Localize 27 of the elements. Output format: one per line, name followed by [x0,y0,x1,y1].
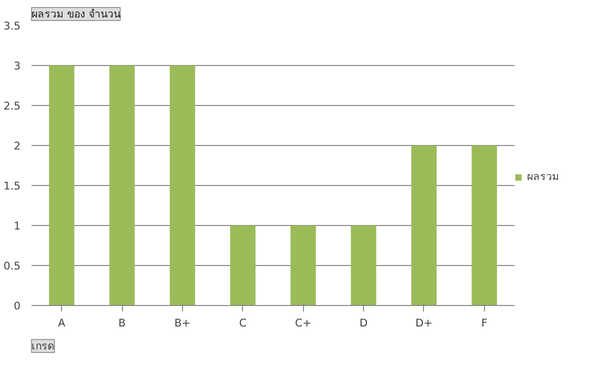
bar [350,226,376,306]
y-tick-label: 3.5 [4,20,21,32]
x-tick-label: B [118,316,126,330]
y-tick-label: 2.5 [4,100,21,112]
x-tick-label: C+ [295,316,312,330]
y-tick-label: 0.5 [4,260,21,272]
x-tick-label: B+ [174,316,191,330]
bar [230,226,256,306]
bar [170,66,196,306]
x-tick-label: D [359,316,368,330]
y-tick-label: 1 [14,220,20,232]
x-tick-label: A [58,316,66,330]
legend-label: ผลรวม [527,169,559,185]
y-tick-label: 3 [14,60,20,72]
bar [49,66,74,306]
y-tick-label: 1.5 [4,180,21,192]
bar [411,146,437,306]
x-tick-label: D+ [415,316,433,330]
bar [290,226,316,306]
bar [472,146,497,306]
x-axis-title: เกรด [32,340,54,352]
bar [109,66,135,306]
y-tick-label: 0 [14,300,21,312]
chart-title: ผลรวม ของ จำนวน [32,8,122,20]
x-tick-label: F [481,316,488,330]
y-tick-label: 2 [14,140,20,152]
x-tick-label: C [239,316,247,330]
